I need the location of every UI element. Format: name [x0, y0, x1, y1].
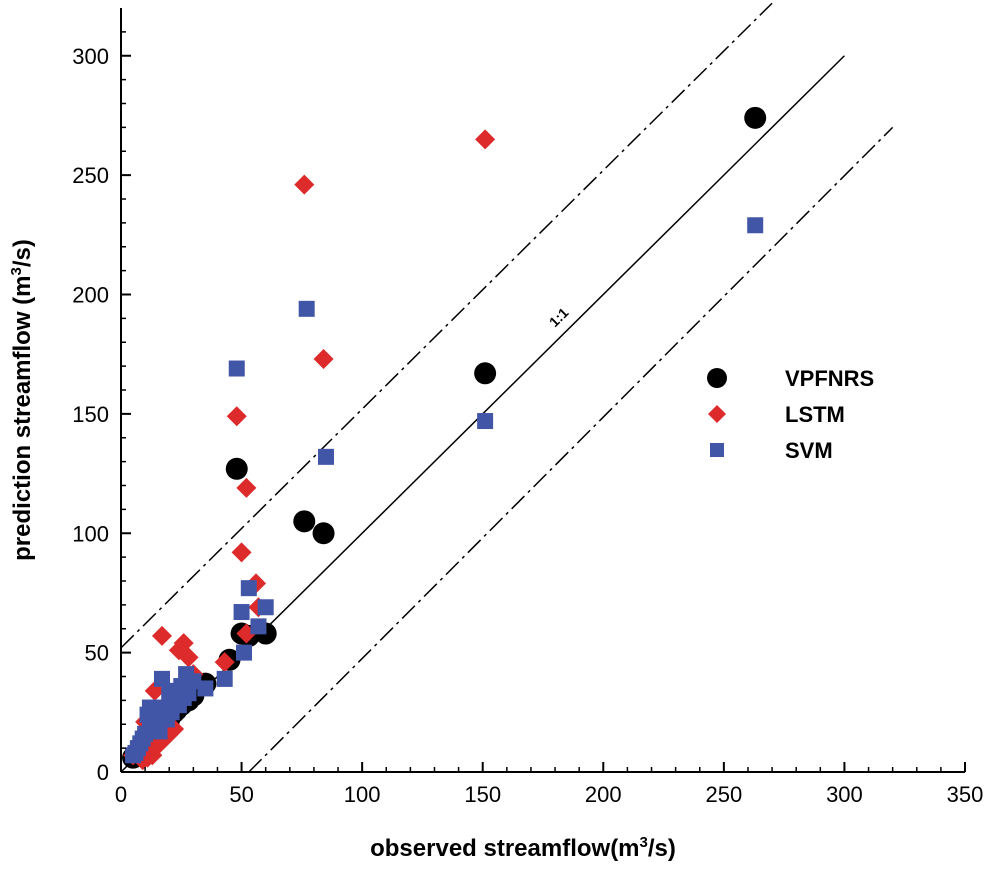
- legend-marker-vpfnrs: [707, 368, 727, 388]
- x-tick-label: 200: [585, 782, 622, 807]
- vpfnrs-point: [293, 510, 316, 533]
- vpfnrs-point: [312, 522, 335, 545]
- x-tick-label: 300: [826, 782, 863, 807]
- svm-point: [168, 682, 185, 699]
- y-tick-label: 150: [72, 402, 109, 427]
- svm-point: [163, 704, 180, 721]
- svm-point: [250, 618, 267, 635]
- lstm-point: [151, 625, 172, 646]
- bound-line-2: [248, 126, 894, 773]
- series-vpfnrs: [122, 106, 767, 769]
- svm-point: [240, 580, 257, 597]
- svm-point: [298, 300, 315, 317]
- svm-point: [216, 670, 233, 687]
- legend: VPFNRS LSTM SVM: [707, 366, 874, 463]
- svm-point: [180, 685, 197, 702]
- vpfnrs-point: [474, 362, 497, 385]
- lstm-point: [178, 647, 199, 668]
- x-tick-label: 150: [464, 782, 501, 807]
- axis-labels: observed streamflow(m3/s) prediction stre…: [8, 239, 676, 862]
- legend-label-svm: SVM: [785, 438, 833, 463]
- series-layer: [122, 106, 767, 771]
- legend-label-vpfnrs: VPFNRS: [785, 366, 874, 391]
- x-tick-label: 50: [229, 782, 253, 807]
- y-tick-label: 300: [72, 44, 109, 69]
- x-tick-label: 0: [115, 782, 127, 807]
- x-tick-label: 250: [705, 782, 742, 807]
- svm-point: [125, 747, 142, 764]
- y-tick-label: 0: [97, 760, 109, 785]
- vpfnrs-point: [225, 457, 248, 480]
- svm-point: [477, 413, 494, 430]
- y-tick-label: 50: [85, 641, 109, 666]
- svm-point: [317, 448, 334, 465]
- y-axis-title: prediction streamflow (m3/s): [8, 239, 36, 561]
- svm-point: [228, 360, 245, 377]
- line-annotation: 1:1: [546, 304, 572, 330]
- lstm-point: [294, 174, 315, 195]
- legend-marker-lstm: [708, 405, 726, 423]
- lstm-point: [313, 348, 334, 369]
- svm-point: [235, 644, 252, 661]
- lstm-point: [236, 477, 257, 498]
- y-tick-label: 100: [72, 521, 109, 546]
- series-svm: [125, 217, 764, 764]
- svm-point: [197, 680, 214, 697]
- lstm-point: [226, 406, 247, 427]
- svm-point: [233, 604, 250, 621]
- x-axis-title: observed streamflow(m3/s): [370, 834, 676, 862]
- lstm-point: [475, 129, 496, 150]
- lstm-point: [214, 652, 235, 673]
- svm-point: [257, 599, 274, 616]
- svm-point: [747, 217, 764, 234]
- legend-label-lstm: LSTM: [785, 402, 845, 427]
- y-tick-label: 250: [72, 163, 109, 188]
- y-tick-label: 200: [72, 283, 109, 308]
- axes: 0 50 100 150 200 250 300 350 0 50 100 150 200 250 300: [72, 8, 983, 807]
- lstm-point: [231, 542, 252, 563]
- vpfnrs-point: [744, 106, 767, 129]
- x-tick-label: 100: [344, 782, 381, 807]
- legend-marker-svm: [710, 443, 724, 457]
- svm-point: [141, 699, 158, 716]
- bound-line-1: [120, 2, 773, 649]
- x-tick-label: 350: [947, 782, 984, 807]
- svm-point: [153, 670, 170, 687]
